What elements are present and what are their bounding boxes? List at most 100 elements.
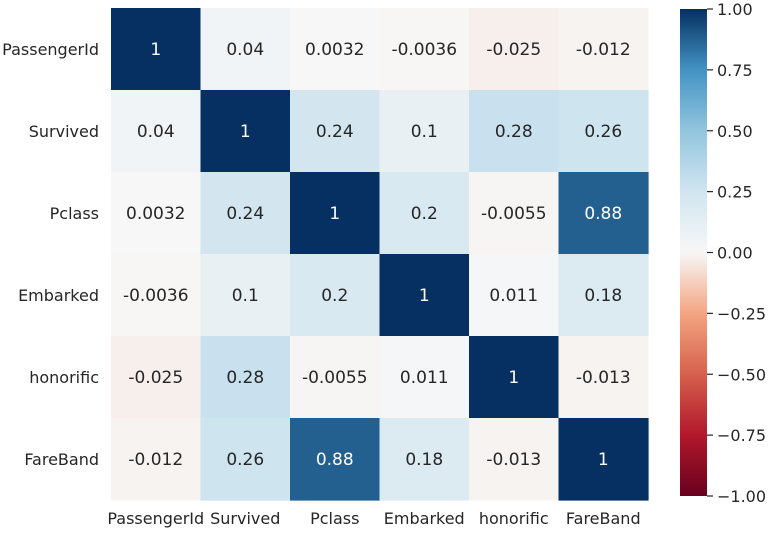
cell-value-label: 0.2 [411,204,438,224]
cell-value-label: 1 [419,286,430,306]
cell-value-label: 1 [240,122,251,142]
colorbar-tick-label: 0.75 [717,61,753,80]
colorbar-tick-label: 0.00 [717,244,753,263]
colorbar-tick-label: −1.00 [717,487,766,506]
y-tick-label: FareBand [24,450,99,469]
heatmap-cell [469,254,560,337]
colorbar-tick-label: −0.25 [717,304,766,323]
cell-value-label: -0.025 [486,40,541,60]
cell-value-label: -0.012 [128,450,183,470]
cell-value-label: 0.04 [226,40,264,60]
cell-value-label: 0.0032 [126,204,185,224]
cell-value-label: 0.011 [400,368,449,388]
heatmap-cell [558,336,649,419]
x-tick-label: Pclass [310,509,359,528]
y-tick-label: honorific [29,368,99,387]
heatmap-cell [469,90,560,173]
cell-value-label: 0.1 [411,122,438,142]
heatmap-cell [290,8,381,91]
heatmap-cell [558,254,649,337]
heatmap-cells [111,8,649,501]
heatmap-cell [469,8,560,91]
x-tick-label: FareBand [566,509,641,528]
cell-value-label: 0.04 [137,122,175,142]
heatmap-cell [111,8,202,91]
cell-value-label: 1 [598,450,609,470]
colorbar-tick-label: −0.50 [717,365,766,384]
cell-value-label: -0.013 [576,368,631,388]
colorbar-tick-label: 0.25 [717,183,753,202]
heatmap-cell [558,90,649,173]
y-tick-label: Survived [29,122,99,141]
heatmap-cell [290,90,381,173]
cell-value-label: -0.0036 [391,40,457,60]
heatmap-cell [379,8,470,91]
cell-value-label: 0.88 [316,450,354,470]
x-tick-label: Survived [210,509,280,528]
heatmap-cell [200,336,291,419]
cell-value-label: 0.26 [226,450,264,470]
heatmap-cell [111,90,202,173]
cell-value-label: 0.2 [321,286,348,306]
heatmap-cell-labels: 1 0.04 0.0032 -0.0036 -0.025 -0.012 0.04 1 0.24 0… [123,40,631,470]
cell-value-label: 0.24 [226,204,264,224]
heatmap-cell [469,172,560,255]
heatmap-cell [379,254,470,337]
cell-value-label: 1 [508,368,519,388]
heatmap-cell [558,172,649,255]
colorbar-ticks: 1.00 0.75 0.50 0.25 0.00 −0.25 −0.50 −0.75 −1.00 [707,0,766,506]
heatmap-cell [200,172,291,255]
y-tick-label: Pclass [50,204,99,223]
cell-value-label: -0.013 [486,450,541,470]
cell-value-label: 1 [329,204,340,224]
heatmap-cell [290,254,381,337]
heatmap-cell [111,336,202,419]
cell-value-label: 1 [150,40,161,60]
x-tick-label: PassengerId [107,509,204,528]
heatmap-cell [111,254,202,337]
heatmap-cell [379,336,470,419]
heatmap-cell [558,418,649,501]
y-tick-label: PassengerId [2,40,99,59]
heatmap-cell [111,418,202,501]
heatmap-cell [379,418,470,501]
cell-value-label: -0.025 [128,368,183,388]
cell-value-label: 0.18 [405,450,443,470]
y-tick-label: Embarked [18,286,99,305]
heatmap-cell [290,336,381,419]
colorbar-tick-label: 1.00 [717,0,753,19]
colorbar-gradient [680,9,707,496]
cell-value-label: -0.0036 [123,286,189,306]
heatmap-cell [111,172,202,255]
cell-value-label: 0.24 [316,122,354,142]
heatmap-cell [290,172,381,255]
heatmap-cell [200,90,291,173]
heatmap-cell [200,418,291,501]
heatmap-cell [200,254,291,337]
heatmap-cell [379,172,470,255]
cell-value-label: 0.88 [584,204,622,224]
y-axis-tick-labels: PassengerId Survived Pclass Embarked honorif… [2,40,99,469]
x-tick-label: honorific [479,509,549,528]
heatmap-cell [379,90,470,173]
cell-value-label: 0.0032 [305,40,364,60]
cell-value-label: -0.0055 [302,368,368,388]
cell-value-label: 0.18 [584,286,622,306]
cell-value-label: -0.0055 [481,204,547,224]
cell-value-label: 0.1 [232,286,259,306]
cell-value-label: 0.28 [495,122,533,142]
heatmap-cell [469,336,560,419]
colorbar: 1.00 0.75 0.50 0.25 0.00 −0.25 −0.50 −0.75 −1.00 [680,0,766,506]
cell-value-label: 0.26 [584,122,622,142]
x-tick-label: Embarked [384,509,465,528]
heatmap-cell [469,418,560,501]
heatmap-cell [290,418,381,501]
cell-value-label: -0.012 [576,40,631,60]
heatmap-cell [558,8,649,91]
cell-value-label: 0.28 [226,368,264,388]
x-axis-tick-labels: PassengerId Survived Pclass Embarked honorif… [107,509,640,528]
cell-value-label: 0.011 [489,286,538,306]
heatmap-cell [200,8,291,91]
colorbar-tick-label: −0.75 [717,426,766,445]
